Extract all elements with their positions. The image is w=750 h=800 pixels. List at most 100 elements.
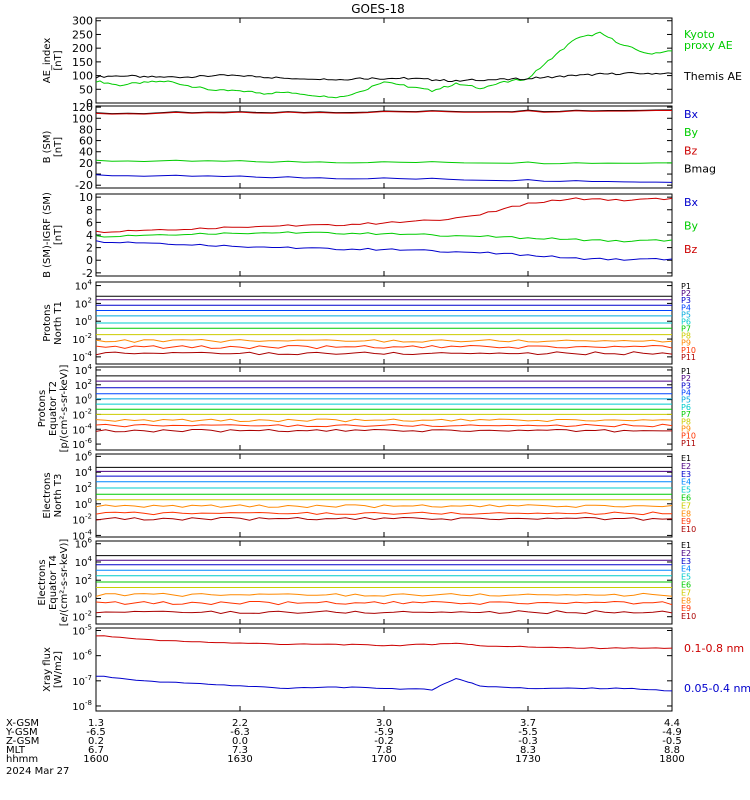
y-tick-label: 6 [86,216,93,229]
data-area [96,375,672,433]
y-axis-label: [nT] [53,225,64,245]
y-tick-label: 10-4 [72,422,92,436]
legend-entry: P1 [681,282,691,291]
legend-entry: P1 [681,367,691,376]
series-line [96,240,672,261]
legend-entry: P2 [681,374,691,383]
x-column-value: 2.2 [232,718,248,729]
legend-entry: 0.05-0.4 nm [684,682,750,695]
channel-line [96,418,672,423]
series-line [96,174,672,183]
x-column-value: -0.2 [374,736,394,747]
y-axis-label: Protons [42,304,53,341]
y-tick-label: 4 [86,229,93,242]
legend-entry: P3 [681,296,691,305]
series-line [96,197,672,234]
series-line [96,231,672,243]
legend-entry: E1 [681,454,691,463]
y-tick-label: 300 [72,15,93,28]
x-column-value: -6.5 [86,727,106,738]
data-area [96,466,672,521]
legend-entry: P7 [681,325,691,334]
date-label: 2024 Mar 27 [6,766,69,777]
y-axis-label: North T3 [53,474,64,518]
legend-entry: P10 [681,432,696,441]
y-tick-label: 0 [86,168,93,181]
y-axis-label: [W/m2] [53,651,64,688]
y-tick-label: 104 [75,363,93,377]
y-tick-label: 100 [75,591,92,605]
legend-entry: proxy AE [684,39,733,52]
x-column-value: 6.7 [88,745,104,756]
x-column-value: 1.3 [88,718,104,729]
legend-entry: P3 [681,381,691,390]
channel-line [96,428,672,433]
data-area [96,109,672,183]
x-column-value: 7.8 [376,745,392,756]
y-tick-label: 10-2 [72,332,92,346]
y-tick-label: 102 [75,573,92,587]
x-row-label: hhmm [6,754,38,765]
legend-entry: P11 [681,439,696,448]
channel-line [96,423,672,428]
x-column-value: -0.5 [662,736,682,747]
series-line [96,31,672,99]
legend-entry: P6 [681,403,691,412]
x-column-value: -5.9 [374,727,394,738]
legend-entry: Bmag [684,163,716,176]
channel-line [96,592,672,597]
legend-entry: E4 [681,565,691,574]
legend-entry: P9 [681,339,691,348]
x-column-value: -6.3 [230,727,250,738]
y-tick-label: 250 [72,28,93,41]
legend-entry: E6 [681,581,691,590]
x-column-value: -0.3 [518,736,538,747]
channel-line [96,610,672,615]
y-tick-label: 0 [86,254,93,267]
y-tick-label: 100 [72,70,93,83]
y-axis-label: [nT] [53,137,64,157]
x-column-value: -4.9 [662,727,682,738]
x-column-value: 0.0 [232,736,248,747]
y-tick-label: -20 [75,179,93,192]
y-tick-label: 106 [75,449,93,463]
legend-entry: E10 [681,525,696,534]
x-column-value: 3.7 [520,718,536,729]
legend-entry: P6 [681,317,691,326]
legend-entry: Bx [684,108,699,121]
x-row-label: Y-GSM [5,727,38,738]
legend-entry: P4 [681,303,691,312]
legend-entry: By [684,219,699,232]
y-tick-label: 200 [72,42,93,55]
channel-line [96,516,672,521]
y-tick-label: 10-7 [72,674,92,688]
y-axis-label: [p/(cm²-s-sr-keV)] [59,365,70,453]
y-tick-label: 106 [75,537,93,551]
y-axis-label: B (SM)-IGRF (SM) [42,192,53,278]
x-column-value: -5.5 [518,727,538,738]
y-axis-label: North T1 [53,301,64,345]
x-row-label: Z-GSM [6,736,39,747]
legend-entry: E9 [681,517,691,526]
panel-frame [95,453,673,538]
panel-7: 106 104 102 100 10-2 Electrons Equator T4 [e/(c… [37,537,696,627]
y-tick-label: 102 [75,296,92,310]
y-axis-label: Equator T4 [48,555,59,610]
y-tick-label: 50 [79,83,93,96]
panel-frame [95,627,673,712]
x-column-value: 3.0 [376,718,392,729]
legend-entry: P8 [681,417,691,426]
y-tick-label: 10-2 [72,513,92,527]
legend-entry: Kyoto [684,28,715,41]
x-column-value: 8.8 [664,745,680,756]
y-axis-label: AE_index [42,38,53,84]
data-area [96,31,672,99]
legend-entry: P5 [681,310,691,319]
x-column-value: 1730 [515,754,540,765]
y-tick-label: 120 [72,101,93,114]
panel-frame [95,17,673,104]
legend-entry: E2 [681,549,691,558]
